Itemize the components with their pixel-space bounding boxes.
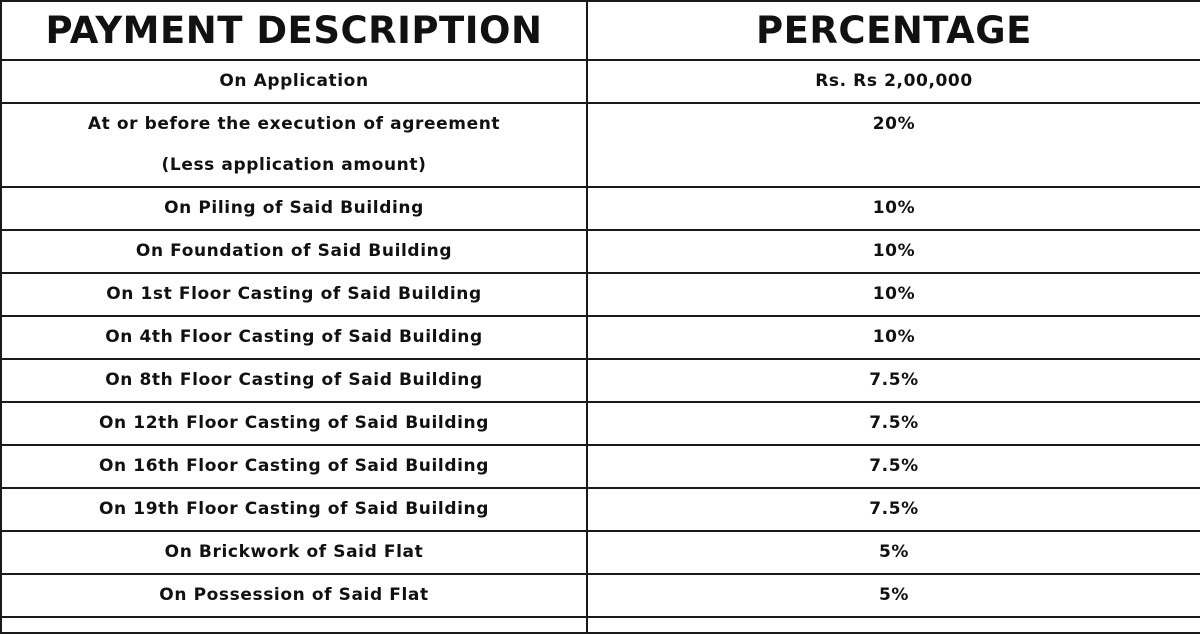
row-percentage: 5% xyxy=(586,573,1200,618)
empty-cell xyxy=(586,616,1200,634)
row-percentage: 10% xyxy=(586,229,1200,274)
table-row: On Piling of Said Building 10% xyxy=(0,186,1200,231)
table-header-row: PAYMENT DESCRIPTION PERCENTAGE xyxy=(0,0,1200,61)
header-payment-description: PAYMENT DESCRIPTION xyxy=(0,0,588,61)
row-percentage: 10% xyxy=(586,272,1200,317)
table-row: On 8th Floor Casting of Said Building 7.… xyxy=(0,358,1200,403)
row-percentage: 20% xyxy=(586,102,1200,188)
table-row: At or before the execution of agreement … xyxy=(0,102,1200,188)
row-description: On 8th Floor Casting of Said Building xyxy=(0,358,588,403)
row-description: On Application xyxy=(0,59,588,104)
row-description-line: (Less application amount) xyxy=(161,155,427,175)
row-description: On Foundation of Said Building xyxy=(0,229,588,274)
row-percentage: 10% xyxy=(586,315,1200,360)
table-row: On 12th Floor Casting of Said Building 7… xyxy=(0,401,1200,446)
header-percentage: PERCENTAGE xyxy=(586,0,1200,61)
table-row: On 1st Floor Casting of Said Building 10… xyxy=(0,272,1200,317)
row-description: On 12th Floor Casting of Said Building xyxy=(0,401,588,446)
empty-cell xyxy=(0,616,588,634)
table-row: On Foundation of Said Building 10% xyxy=(0,229,1200,274)
row-description: At or before the execution of agreement … xyxy=(0,102,588,188)
row-description: On Piling of Said Building xyxy=(0,186,588,231)
row-percentage: Rs. Rs 2,00,000 xyxy=(586,59,1200,104)
row-description: On Possession of Said Flat xyxy=(0,573,588,618)
table-row: On Possession of Said Flat 5% xyxy=(0,573,1200,618)
row-percentage: 7.5% xyxy=(586,358,1200,403)
row-percentage: 5% xyxy=(586,530,1200,575)
table-row: On 4th Floor Casting of Said Building 10… xyxy=(0,315,1200,360)
row-percentage: 7.5% xyxy=(586,401,1200,446)
table-row: On Application Rs. Rs 2,00,000 xyxy=(0,59,1200,104)
row-description: On 1st Floor Casting of Said Building xyxy=(0,272,588,317)
row-percentage: 7.5% xyxy=(586,444,1200,489)
table-row: On Brickwork of Said Flat 5% xyxy=(0,530,1200,575)
table-row-partial xyxy=(0,616,1200,634)
row-description-line: At or before the execution of agreement xyxy=(87,114,501,134)
row-description: On 4th Floor Casting of Said Building xyxy=(0,315,588,360)
row-percentage: 7.5% xyxy=(586,487,1200,532)
row-description: On 19th Floor Casting of Said Building xyxy=(0,487,588,532)
row-description: On 16th Floor Casting of Said Building xyxy=(0,444,588,489)
row-description: On Brickwork of Said Flat xyxy=(0,530,588,575)
table-row: On 19th Floor Casting of Said Building 7… xyxy=(0,487,1200,532)
row-percentage: 10% xyxy=(586,186,1200,231)
table-row: On 16th Floor Casting of Said Building 7… xyxy=(0,444,1200,489)
